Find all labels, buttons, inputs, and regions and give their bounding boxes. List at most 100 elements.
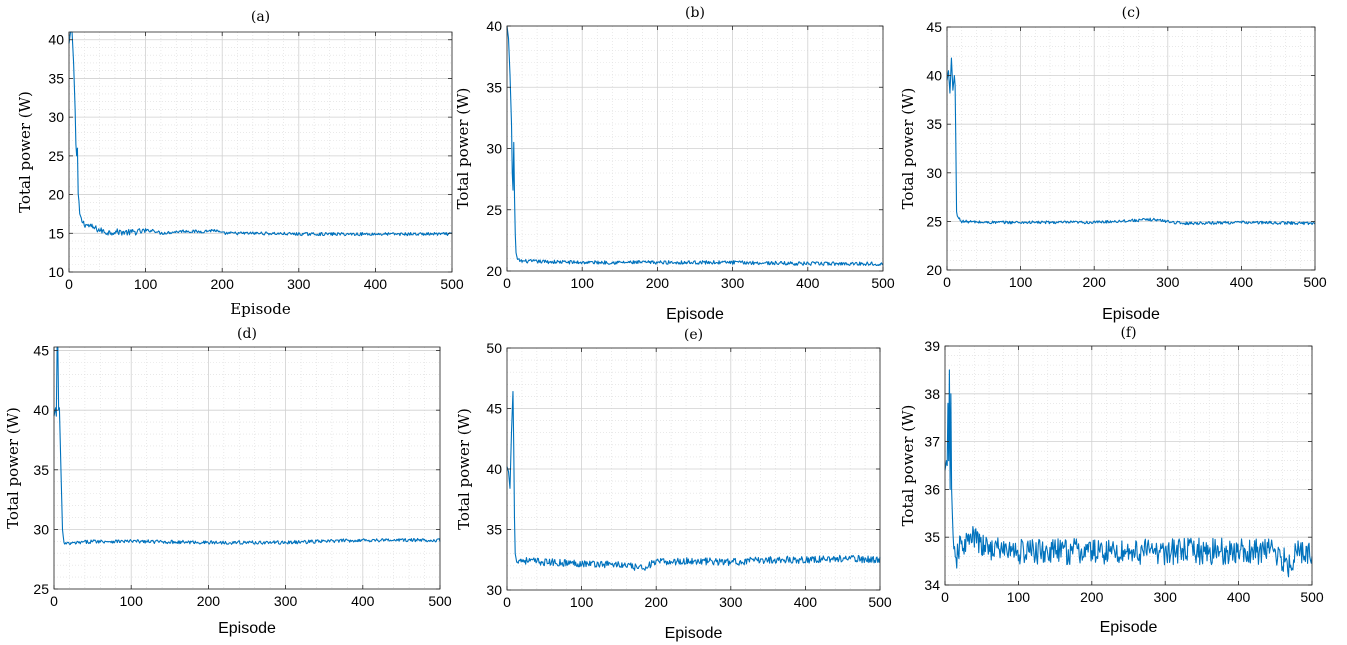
y-tick-label: 39 <box>924 338 940 354</box>
panel-d: 0 100 200 300 400 500 25 30 35 40 45 (d) Episode Tota… <box>4 326 452 637</box>
y-tick-label: 25 <box>486 202 502 218</box>
x-tick-label: 100 <box>571 275 595 291</box>
x-tick-label: 0 <box>50 593 58 609</box>
y-tick-label: 40 <box>926 68 942 84</box>
y-tick-label: 20 <box>926 262 942 278</box>
y-tick-label: 36 <box>924 481 940 497</box>
series-line <box>53 346 441 546</box>
x-tick-label: 200 <box>645 594 669 610</box>
y-tick-label: 35 <box>33 462 49 478</box>
y-tick-label: 50 <box>486 340 502 356</box>
panel-a: 0 100 200 300 400 500 10 15 20 25 30 35 40 (a) Episode… <box>16 9 464 318</box>
y-axis-label: Total power (W) <box>454 88 472 210</box>
x-tick-label: 400 <box>1230 274 1254 290</box>
chart-title: (f) <box>1120 325 1136 341</box>
y-tick-label: 40 <box>33 402 49 418</box>
x-axis-label: Episode <box>666 306 724 323</box>
y-tick-label: 25 <box>926 213 942 229</box>
y-axis-label: Total power (W) <box>899 88 917 210</box>
y-tick-label: 35 <box>48 70 64 86</box>
y-tick-label: 30 <box>486 141 502 157</box>
x-tick-label: 100 <box>1007 589 1031 605</box>
x-tick-label: 500 <box>1303 274 1327 290</box>
y-tick-label: 34 <box>924 577 940 593</box>
axes-box <box>68 31 453 273</box>
y-axis-label: Total power (W) <box>899 405 917 527</box>
x-tick-label: 0 <box>65 276 73 292</box>
y-axis-label: Total power (W) <box>4 407 22 529</box>
y-tick-label: 35 <box>486 522 502 538</box>
x-tick-label: 500 <box>428 593 452 609</box>
y-tick-label: 30 <box>486 582 502 598</box>
x-tick-label: 300 <box>287 276 311 292</box>
x-tick-label: 400 <box>351 593 375 609</box>
series-line <box>944 369 1313 578</box>
y-tick-label: 45 <box>926 19 942 35</box>
y-tick-label: 38 <box>924 386 940 402</box>
x-tick-label: 500 <box>871 275 895 291</box>
y-tick-label: 30 <box>48 109 64 125</box>
x-tick-label: 100 <box>570 594 594 610</box>
x-axis-label: Episode <box>230 300 291 318</box>
x-tick-label: 0 <box>941 589 949 605</box>
chart-title: (a) <box>251 9 270 25</box>
x-tick-label: 100 <box>1009 274 1033 290</box>
y-tick-label: 45 <box>33 343 49 359</box>
x-axis-label: Episode <box>1102 306 1160 323</box>
x-tick-label: 200 <box>1083 274 1107 290</box>
x-tick-label: 0 <box>503 275 511 291</box>
series-line <box>946 57 1316 226</box>
panel-b: 0 100 200 300 400 500 20 25 30 35 40 (b) Episode Tota… <box>454 5 895 323</box>
y-tick-label: 30 <box>926 165 942 181</box>
chart-title: (d) <box>237 326 257 342</box>
x-tick-label: 0 <box>503 594 511 610</box>
y-tick-label: 20 <box>486 263 502 279</box>
x-tick-label: 200 <box>197 593 221 609</box>
x-tick-label: 300 <box>274 593 298 609</box>
x-tick-label: 200 <box>211 276 235 292</box>
y-tick-label: 35 <box>486 79 502 95</box>
x-tick-label: 200 <box>1080 589 1104 605</box>
chart-title: (e) <box>684 327 703 343</box>
x-axis-label: Episode <box>218 620 276 637</box>
x-tick-label: 400 <box>794 594 818 610</box>
y-tick-label: 25 <box>33 581 49 597</box>
x-tick-label: 300 <box>719 594 743 610</box>
chart-title: (c) <box>1122 5 1141 21</box>
axes-box <box>946 26 1316 271</box>
y-tick-label: 35 <box>924 529 940 545</box>
series-line <box>506 391 881 571</box>
y-tick-label: 35 <box>926 116 942 132</box>
x-axis-label: Episode <box>1100 619 1158 636</box>
y-tick-label: 20 <box>48 187 64 203</box>
x-tick-label: 300 <box>721 275 745 291</box>
series-line <box>68 31 453 237</box>
y-tick-label: 37 <box>924 434 940 450</box>
x-tick-label: 500 <box>1300 589 1324 605</box>
y-tick-label: 40 <box>48 32 64 48</box>
y-axis-label: Total power (W) <box>455 408 473 530</box>
y-tick-label: 40 <box>486 461 502 477</box>
x-tick-label: 400 <box>1227 589 1251 605</box>
y-tick-label: 45 <box>486 401 502 417</box>
x-tick-label: 500 <box>440 276 464 292</box>
x-tick-label: 200 <box>646 275 670 291</box>
panel-f: 0 100 200 300 400 500 34 35 36 37 38 39 (f) Episode To… <box>899 325 1324 636</box>
x-tick-label: 100 <box>134 276 158 292</box>
x-axis-label: Episode <box>665 625 723 642</box>
panel-e: 0 100 200 300 400 500 30 35 40 45 50 (e) Episode Tota… <box>455 327 892 642</box>
x-tick-label: 300 <box>1156 274 1180 290</box>
y-tick-label: 25 <box>48 148 64 164</box>
y-tick-label: 40 <box>486 18 502 34</box>
panel-c: 0 100 200 300 400 500 20 25 30 35 40 45 (c) Episode To… <box>899 5 1327 323</box>
y-tick-label: 30 <box>33 521 49 537</box>
x-tick-label: 400 <box>796 275 820 291</box>
axes-box <box>53 346 441 590</box>
y-axis-label: Total power (W) <box>16 91 34 213</box>
y-tick-label: 15 <box>48 225 64 241</box>
x-tick-label: 500 <box>868 594 892 610</box>
x-tick-label: 300 <box>1154 589 1178 605</box>
chart-title: (b) <box>685 5 705 21</box>
x-tick-label: 100 <box>120 593 144 609</box>
